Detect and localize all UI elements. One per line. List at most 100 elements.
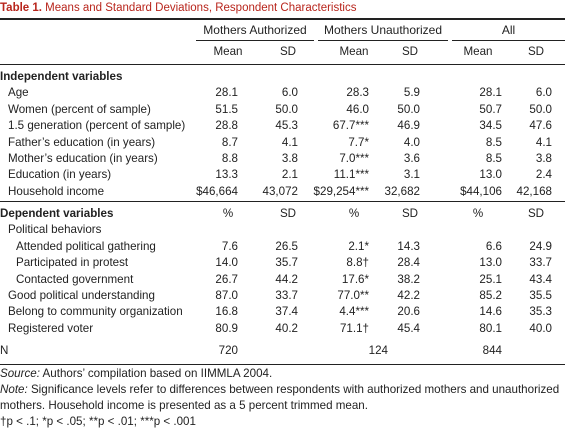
cell-authorized-mean: 80.9 (215, 321, 238, 335)
cell-authorized-sd: 6.0 (281, 86, 298, 100)
cell-all-sd: 3.8 (535, 152, 552, 165)
cell-unauthorized-mean: 11.1*** (333, 168, 369, 182)
cell-all-mean: 50.7 (479, 102, 502, 116)
group-line-unauthorized (318, 40, 448, 41)
cell-authorized-mean: 14.0 (215, 256, 238, 270)
cell-all-sd: 2.4 (535, 168, 552, 182)
cell-all-mean: 80.1 (479, 321, 502, 335)
note-line-1: Note: Significance levels refer to diffe… (0, 382, 565, 398)
section-heading-dependent-text: Dependent variables (0, 207, 114, 220)
table-row: Contacted government 26.7 44.2 17.6* 38.2 25.… (0, 272, 565, 288)
cell-unauthorized-mean: 8.8† (346, 256, 369, 270)
table-row: Participated in protest 14.0 35.7 8.8† 28.4 1… (0, 255, 565, 271)
cell-all-mean: 25.1 (479, 272, 502, 286)
cell-authorized-mean: 8.8 (221, 152, 238, 165)
subheader-mean-authorized: Mean (213, 45, 243, 58)
table-row: Attended political gathering 7.6 26.5 2.1* 1… (0, 239, 565, 255)
cell-authorized-sd: 44.2 (275, 272, 298, 286)
row-label: Registered voter (8, 321, 94, 335)
table-row: 1.5 generation (percent of sample) 28.8 45… (0, 118, 565, 134)
table-caption: Table 1. Means and Standard Deviations, … (0, 2, 356, 15)
cell-authorized-sd: 50.0 (275, 102, 298, 116)
cell-unauthorized-sd: 20.6 (397, 305, 420, 319)
cell-authorized-sd: 4.1 (281, 135, 298, 149)
cell-unauthorized-sd: 38.2 (397, 272, 420, 286)
cell-unauthorized-mean: 17.6* (341, 272, 369, 286)
cell-unauthorized-sd: 45.4 (397, 321, 420, 335)
cell-all-sd: 35.3 (529, 305, 552, 319)
n-row: N 720 124 844 (0, 343, 565, 359)
subheader-pct-all: % (472, 207, 484, 220)
subheader-pct-authorized: % (222, 207, 234, 220)
n-authorized: 720 (218, 344, 238, 357)
table-row: Age 28.1 6.0 28.3 5.9 28.1 6.0 (0, 85, 565, 101)
subheading-political-behaviors: Political behaviors (0, 222, 565, 238)
row-label: Attended political gathering (16, 239, 156, 253)
cell-authorized-sd: 26.5 (275, 239, 298, 253)
cell-unauthorized-sd: 46.9 (397, 119, 420, 133)
note-text-2: mothers. Household income is presented a… (0, 399, 368, 412)
cell-authorized-mean: 16.8 (215, 305, 238, 319)
bottom-rule (0, 364, 565, 365)
cell-unauthorized-mean: 4.4*** (339, 305, 369, 319)
cell-all-mean: $44,106 (460, 184, 502, 198)
subheader-mean-all: Mean (463, 45, 493, 58)
subheader-sd-unauthorized: SD (401, 45, 419, 58)
cell-authorized-mean: 8.7 (221, 135, 238, 149)
cell-all-mean: 28.1 (479, 86, 502, 100)
source-text: Authors’ compilation based on IIMMLA 200… (39, 367, 273, 380)
row-label: Household income (8, 184, 105, 198)
cell-authorized-mean: 26.7 (215, 272, 238, 286)
cell-unauthorized-mean: 28.3 (346, 86, 369, 100)
cell-all-mean: 13.0 (479, 256, 502, 270)
cell-authorized-sd: 43,072 (262, 184, 298, 198)
cell-authorized-sd: 37.4 (275, 305, 298, 319)
cell-unauthorized-sd: 5.9 (403, 86, 420, 100)
row-label: Contacted government (16, 272, 134, 286)
cell-unauthorized-mean: 67.7*** (332, 119, 369, 133)
cell-all-sd: 35.5 (529, 289, 552, 302)
cell-unauthorized-mean: 77.0** (337, 289, 369, 302)
significance-note: †p < .1; *p < .05; **p < .01; ***p < .00… (0, 414, 565, 430)
cell-all-mean: 8.5 (485, 152, 502, 165)
cell-all-sd: 6.0 (535, 86, 552, 100)
cell-all-sd: 40.0 (529, 321, 552, 335)
cell-all-sd: 43.4 (529, 272, 552, 286)
cell-unauthorized-mean: 7.7* (348, 135, 369, 149)
caption-label: Table 1. (0, 2, 42, 14)
subheader-mean-unauthorized: Mean (339, 45, 369, 58)
cell-authorized-mean: 51.5 (215, 102, 238, 116)
cell-all-mean: 6.6 (485, 239, 502, 253)
row-label: Good political understanding (8, 289, 155, 302)
cell-authorized-mean: 28.1 (215, 86, 238, 100)
note-text: Significance levels refer to differences… (27, 383, 560, 396)
row-label: Education (in years) (8, 168, 112, 182)
cell-authorized-mean: $46,664 (196, 184, 238, 198)
cell-all-sd: 24.9 (529, 239, 552, 253)
cell-authorized-sd: 35.7 (275, 256, 298, 270)
row-label: Participated in protest (16, 256, 129, 270)
subheading-political-behaviors-text: Political behaviors (8, 223, 102, 237)
subheader-sd2-authorized: SD (279, 207, 297, 220)
group-line-authorized (196, 40, 314, 41)
cell-authorized-sd: 2.1 (281, 168, 298, 182)
cell-unauthorized-sd: 3.6 (403, 152, 420, 165)
subheader-sd-all: SD (527, 45, 545, 58)
table-row: Father’s education (in years) 8.7 4.1 7.7* 4… (0, 135, 565, 151)
table-row: Household income $46,664 43,072 $29,254*** 3… (0, 184, 565, 200)
row-label: Belong to community organization (8, 305, 183, 319)
cell-all-sd: 42,168 (516, 184, 552, 198)
cell-authorized-mean: 28.8 (215, 119, 238, 133)
group-line-all (452, 40, 565, 41)
cell-unauthorized-sd: 32,682 (384, 184, 420, 198)
section-heading-independent: Independent variables (0, 69, 565, 85)
group-header-all: All (501, 23, 516, 37)
table-row: Belong to community organization 16.8 37.4… (0, 304, 565, 320)
top-rule (0, 18, 565, 20)
cell-authorized-sd: 33.7 (275, 289, 298, 302)
n-all: 844 (482, 344, 502, 357)
cell-all-mean: 34.5 (479, 119, 502, 133)
subheader-sd2-all: SD (527, 207, 545, 220)
section-heading-independent-text: Independent variables (0, 70, 123, 83)
table-row: Registered voter 80.9 40.2 71.1† 45.4 80.1 40.… (0, 321, 565, 337)
